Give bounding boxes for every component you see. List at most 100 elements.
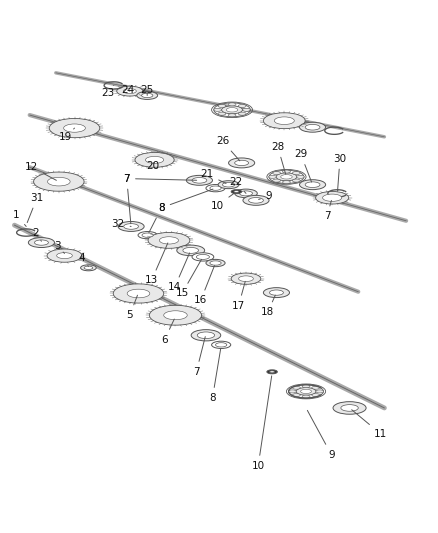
Ellipse shape [305,182,320,188]
Ellipse shape [34,172,84,191]
Ellipse shape [293,386,300,389]
Text: 30: 30 [333,154,346,191]
Ellipse shape [243,108,251,111]
Text: 28: 28 [271,142,286,174]
Ellipse shape [269,371,275,373]
Ellipse shape [141,93,153,98]
Ellipse shape [229,158,254,168]
Ellipse shape [49,118,100,138]
Ellipse shape [145,156,164,163]
Ellipse shape [191,329,221,341]
Ellipse shape [267,370,277,374]
Ellipse shape [243,196,269,205]
Text: 8: 8 [209,349,221,403]
Ellipse shape [118,222,144,231]
Ellipse shape [210,186,221,190]
Ellipse shape [274,117,294,125]
Text: 4: 4 [78,253,88,266]
Text: 24: 24 [121,85,134,95]
Ellipse shape [302,395,310,398]
Text: 20: 20 [146,160,159,171]
Ellipse shape [206,260,225,266]
Text: 1: 1 [13,210,26,227]
Text: 3: 3 [54,240,64,254]
Ellipse shape [263,288,290,297]
Ellipse shape [269,290,283,295]
Text: 17: 17 [232,281,245,311]
Ellipse shape [305,124,320,130]
Ellipse shape [149,305,201,325]
Text: 10: 10 [211,193,234,211]
Ellipse shape [222,106,243,114]
Ellipse shape [238,104,246,108]
Ellipse shape [238,112,246,115]
Text: 8: 8 [149,203,165,233]
Text: 31: 31 [27,193,44,223]
Ellipse shape [300,389,311,393]
Text: 7: 7 [193,337,205,377]
Ellipse shape [197,332,215,338]
Text: 7: 7 [124,174,197,183]
Text: 12: 12 [25,162,57,180]
Ellipse shape [47,177,70,186]
Text: 9: 9 [307,410,335,459]
Ellipse shape [231,273,261,284]
Text: 11: 11 [352,410,388,439]
Text: 14: 14 [168,253,190,293]
Text: 21: 21 [200,169,226,183]
Ellipse shape [316,191,349,204]
Ellipse shape [84,266,93,270]
Ellipse shape [239,276,253,281]
Ellipse shape [322,194,342,201]
Ellipse shape [212,341,231,349]
Ellipse shape [57,253,72,259]
Ellipse shape [296,387,316,395]
Text: 16: 16 [194,265,215,305]
Ellipse shape [196,254,209,260]
Text: 25: 25 [141,85,154,95]
Ellipse shape [192,177,207,183]
Ellipse shape [235,189,257,198]
Ellipse shape [223,182,235,187]
Ellipse shape [28,238,54,247]
Text: 23: 23 [101,85,115,98]
Text: 18: 18 [261,295,276,317]
Ellipse shape [300,180,325,190]
Ellipse shape [218,181,239,189]
Ellipse shape [135,152,174,167]
Ellipse shape [64,124,85,132]
Ellipse shape [312,393,320,397]
Text: 8: 8 [158,189,213,213]
Ellipse shape [249,198,263,203]
Ellipse shape [341,405,358,411]
Ellipse shape [192,253,214,261]
Ellipse shape [142,233,153,237]
Text: 5: 5 [127,295,138,320]
Ellipse shape [234,191,239,192]
Text: 10: 10 [251,376,272,471]
Ellipse shape [35,240,48,245]
Text: 7: 7 [124,174,131,224]
Ellipse shape [123,88,136,94]
Ellipse shape [316,390,324,393]
Ellipse shape [293,179,300,182]
Ellipse shape [333,402,366,414]
Ellipse shape [214,108,222,111]
Ellipse shape [276,173,297,181]
Ellipse shape [273,179,280,182]
Ellipse shape [281,175,292,179]
Ellipse shape [240,191,253,196]
Ellipse shape [283,181,290,184]
Ellipse shape [218,104,226,108]
Text: 13: 13 [145,243,168,286]
Ellipse shape [81,265,96,271]
Ellipse shape [231,190,242,193]
Ellipse shape [215,343,227,347]
Ellipse shape [186,175,212,185]
Ellipse shape [288,390,296,393]
Ellipse shape [148,232,190,248]
Ellipse shape [183,247,198,253]
Ellipse shape [127,289,150,298]
Ellipse shape [47,249,82,262]
Ellipse shape [210,261,221,265]
